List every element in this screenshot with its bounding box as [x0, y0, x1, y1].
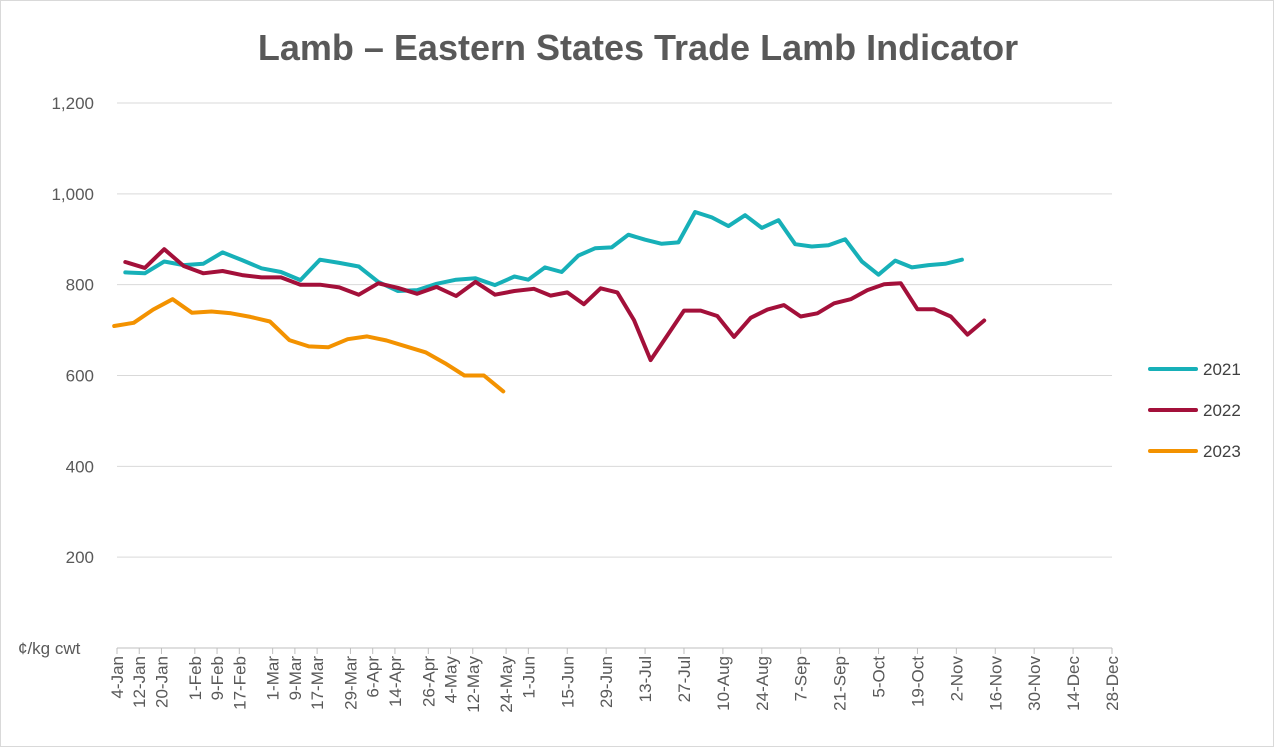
x-tick-label-9-Mar: 9-Mar: [286, 656, 305, 701]
y-tick-label-1200: 1,200: [51, 94, 94, 113]
series-line-2022: [123, 247, 987, 363]
legend-label-2022: 2022: [1203, 401, 1241, 420]
x-tick-label-17-Feb: 17-Feb: [230, 656, 249, 710]
x-tick-label-1-Mar: 1-Mar: [264, 656, 283, 701]
x-tick-label-14-Dec: 14-Dec: [1064, 656, 1083, 711]
x-tick-label-29-Jun: 29-Jun: [597, 656, 616, 708]
x-tick-label-26-Apr: 26-Apr: [419, 656, 438, 707]
x-tick-label-6-Apr: 6-Apr: [364, 656, 383, 698]
y-tick-label-800: 800: [66, 276, 94, 295]
x-tick-label-5-Oct: 5-Oct: [870, 656, 889, 698]
y-tick-label-400: 400: [66, 457, 94, 476]
x-tick-label-2-Nov: 2-Nov: [947, 656, 966, 702]
x-tick-label-1-Jun: 1-Jun: [519, 656, 538, 699]
x-axis-tick-labels: 4-Jan 12-Jan 20-Jan 1-Feb 9-Feb 17-Feb 1-Mar 9-…: [108, 656, 1122, 713]
y-axis-label: ¢/kg cwt: [18, 639, 81, 658]
x-tick-label-27-Jul: 27-Jul: [675, 656, 694, 702]
x-tick-label-24-May: 24-May: [497, 656, 516, 713]
x-tick-label-4-May: 4-May: [442, 656, 461, 704]
legend: 2021 2022 2023: [1148, 360, 1241, 461]
y-axis-tick-labels: 200 400 600 800 1,000 1,200: [51, 94, 94, 567]
gridlines: [117, 102, 1112, 558]
x-tick-label-17-Mar: 17-Mar: [308, 656, 327, 710]
series-line-2021: [123, 210, 964, 293]
y-tick-label-600: 600: [66, 367, 94, 386]
x-tick-label-24-Aug: 24-Aug: [753, 656, 772, 711]
x-tick-label-14-Apr: 14-Apr: [386, 656, 405, 707]
x-tick-label-21-Sep: 21-Sep: [831, 656, 850, 711]
legend-label-2021: 2021: [1203, 360, 1241, 379]
x-tick-label-28-Dec: 28-Dec: [1103, 656, 1122, 711]
x-tick-label-10-Aug: 10-Aug: [714, 656, 733, 711]
x-tick-label-9-Feb: 9-Feb: [208, 656, 227, 700]
x-tick-label-1-Feb: 1-Feb: [186, 656, 205, 700]
x-axis: [116, 647, 1113, 654]
x-tick-label-12-Jan: 12-Jan: [130, 656, 149, 708]
x-tick-label-7-Sep: 7-Sep: [792, 656, 811, 701]
x-tick-label-29-Mar: 29-Mar: [341, 656, 360, 710]
legend-label-2023: 2023: [1203, 442, 1241, 461]
series-line-2023: [112, 297, 506, 394]
x-tick-label-4-Jan: 4-Jan: [108, 656, 127, 699]
x-tick-label-30-Nov: 30-Nov: [1025, 656, 1044, 711]
x-tick-label-19-Oct: 19-Oct: [908, 656, 927, 707]
y-tick-label-1000: 1,000: [51, 185, 94, 204]
x-tick-label-15-Jun: 15-Jun: [558, 656, 577, 708]
y-tick-label-200: 200: [66, 548, 94, 567]
x-tick-label-16-Nov: 16-Nov: [986, 656, 1005, 711]
x-tick-label-13-Jul: 13-Jul: [636, 656, 655, 702]
chart-title: Lamb – Eastern States Trade Lamb Indicat…: [258, 27, 1018, 68]
x-tick-label-20-Jan: 20-Jan: [152, 656, 171, 708]
series-lines: [112, 210, 987, 394]
x-tick-label-12-May: 12-May: [464, 656, 483, 713]
